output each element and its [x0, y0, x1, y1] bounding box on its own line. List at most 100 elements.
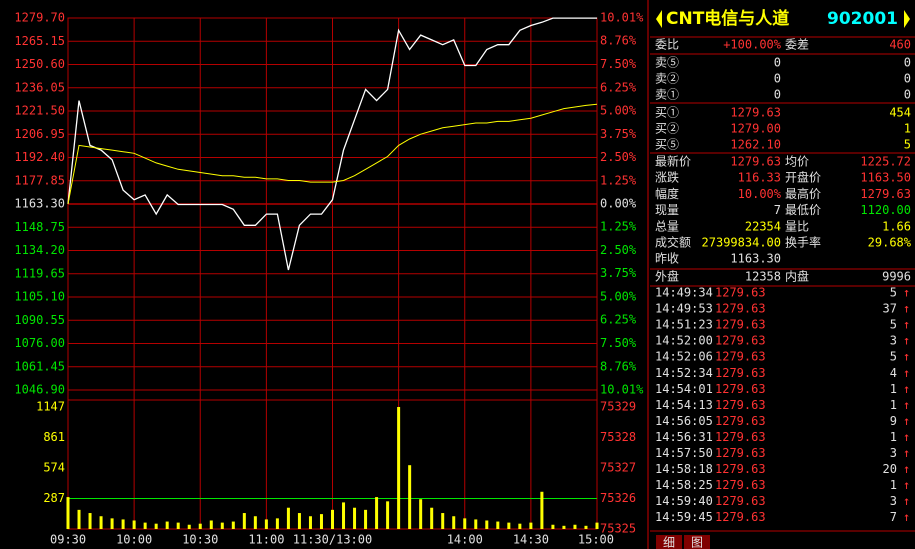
volume-bar — [99, 516, 103, 529]
y2-tick-label: 2.50% — [600, 243, 637, 257]
trade-time: 14:59:40 — [655, 494, 713, 508]
row-label: 买② — [655, 122, 679, 136]
volume-bar — [154, 523, 158, 529]
y2-tick-label: 6.25% — [600, 80, 637, 94]
row-value: 1279.00 — [730, 122, 781, 136]
x-tick-label: 15:00 — [578, 533, 614, 547]
volume-bar — [375, 497, 379, 529]
volume-bar — [496, 521, 500, 529]
volume-bar — [441, 513, 445, 529]
trade-time: 14:58:18 — [655, 462, 713, 476]
vol-y2-tick-label: 75325 — [600, 522, 636, 536]
row-label: 昨收 — [655, 252, 679, 266]
x-tick-label: 14:00 — [447, 533, 483, 547]
trade-time: 14:54:13 — [655, 398, 713, 412]
trade-arrow: ↑ — [903, 414, 910, 428]
trade-arrow: ↑ — [903, 494, 910, 508]
volume-bar — [198, 523, 202, 529]
volume-bar — [143, 522, 147, 529]
volume-bar — [573, 524, 577, 529]
row-label: 委比 — [655, 38, 679, 52]
y-tick-label: 1148.75 — [14, 220, 65, 234]
volume-bar — [342, 502, 346, 529]
trade-volume: 3 — [890, 334, 897, 348]
tab[interactable] — [656, 535, 682, 549]
trade-arrow: ↑ — [903, 478, 910, 492]
vol-y2-tick-label: 75326 — [600, 491, 636, 505]
trade-arrow: ↑ — [903, 366, 910, 380]
volume-bar — [397, 407, 401, 529]
y2-tick-label: 1.25% — [600, 220, 637, 234]
row-label: 外盘 — [655, 269, 679, 284]
trade-price: 1279.63 — [715, 350, 766, 364]
tab-label[interactable]: 细 — [663, 536, 675, 549]
trade-volume: 7 — [890, 510, 897, 524]
y-tick-label: 1046.90 — [14, 383, 65, 397]
trade-volume: 5 — [890, 350, 897, 364]
trade-volume: 4 — [890, 366, 897, 380]
volume-bar — [209, 520, 213, 529]
trade-time: 14:52:06 — [655, 350, 713, 364]
volume-bar — [452, 516, 456, 529]
volume-bar — [308, 516, 312, 529]
volume-bar — [485, 520, 489, 529]
row-value: 1 — [904, 122, 911, 136]
trade-price: 1279.63 — [715, 286, 766, 300]
y2-tick-label: 5.00% — [600, 289, 637, 303]
volume-bar — [165, 521, 169, 529]
prev-arrow[interactable] — [656, 10, 662, 28]
trade-price: 1279.63 — [715, 446, 766, 460]
vol-tick-label: 287 — [43, 491, 65, 505]
row-value: 1279.63 — [730, 155, 781, 169]
trade-arrow: ↑ — [903, 334, 910, 348]
trade-volume: 20 — [883, 462, 897, 476]
trade-time: 14:56:05 — [655, 414, 713, 428]
volume-bar — [231, 521, 235, 529]
row-value: 460 — [889, 38, 911, 52]
volume-bar — [264, 519, 268, 529]
x-tick-label: 14:30 — [513, 533, 549, 547]
row-label: 总量 — [655, 219, 679, 233]
volume-bar — [253, 516, 257, 529]
y2-tick-label: 3.75% — [600, 127, 637, 141]
row-label: 量比 — [785, 219, 809, 233]
volume-bar — [286, 507, 290, 529]
trade-time: 14:57:50 — [655, 446, 713, 460]
trade-volume: 1 — [890, 430, 897, 444]
row-label: 换手率 — [785, 235, 821, 250]
next-arrow[interactable] — [904, 10, 910, 28]
volume-bar — [88, 513, 92, 529]
tab-label[interactable]: 图 — [691, 536, 703, 549]
volume-bar — [529, 522, 533, 529]
trade-price: 1279.63 — [715, 430, 766, 444]
volume-bar — [110, 518, 114, 529]
trade-volume: 5 — [890, 318, 897, 332]
volume-bar — [419, 499, 423, 529]
trade-price: 1279.63 — [715, 462, 766, 476]
y2-tick-label: 3.75% — [600, 266, 637, 280]
row-label: 开盘价 — [785, 170, 821, 185]
y-tick-label: 1206.95 — [14, 127, 65, 141]
row-label: 涨跌 — [655, 170, 679, 185]
y2-tick-label: 7.50% — [600, 57, 637, 71]
tab[interactable] — [684, 535, 710, 549]
row-label: 最低价 — [785, 203, 821, 217]
y2-tick-label: 0.00% — [600, 197, 637, 211]
vol-y2-tick-label: 75329 — [600, 400, 636, 414]
row-label: 幅度 — [655, 186, 679, 201]
y2-tick-label: 8.76% — [600, 34, 637, 48]
stock-code: 902001 — [827, 9, 898, 29]
trade-arrow: ↑ — [903, 318, 910, 332]
row-value: 10.00% — [738, 187, 782, 201]
y-tick-label: 1236.05 — [14, 80, 65, 94]
trade-price: 1279.63 — [715, 398, 766, 412]
row-value: 27399834.00 — [702, 236, 781, 250]
trade-price: 1279.63 — [715, 382, 766, 396]
y2-tick-label: 10.01% — [600, 11, 644, 25]
trade-arrow: ↑ — [903, 446, 910, 460]
row-value: 0 — [774, 56, 781, 70]
trade-arrow: ↑ — [903, 302, 910, 316]
trade-time: 14:52:00 — [655, 334, 713, 348]
row-value: 454 — [889, 106, 911, 120]
volume-bar — [364, 509, 368, 529]
